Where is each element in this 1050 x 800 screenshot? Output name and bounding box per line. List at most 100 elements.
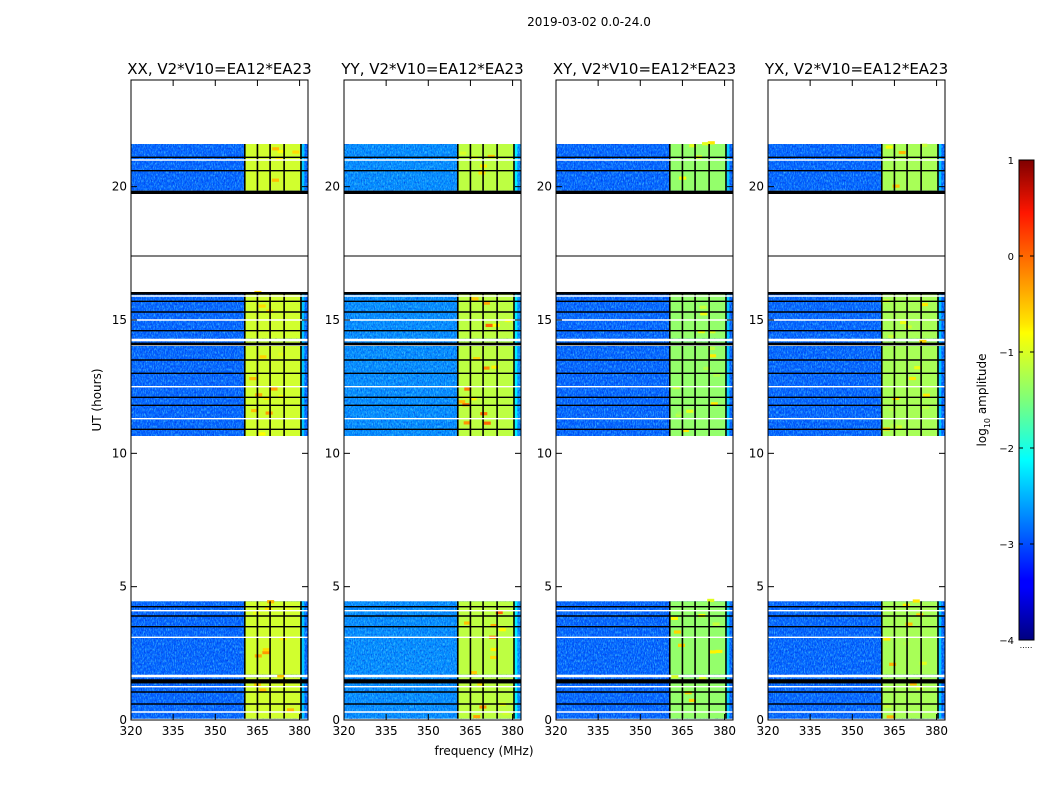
hot-spot bbox=[490, 647, 498, 652]
hot-spot bbox=[672, 385, 680, 390]
hot-spot bbox=[889, 407, 897, 412]
data-block bbox=[556, 292, 733, 339]
panel: XY, V2*V10=EA12*EA23 320 335 350 365 380 0 5 10 1… bbox=[537, 60, 736, 738]
y-tick-label: 15 bbox=[537, 313, 552, 327]
hot-spot bbox=[277, 674, 285, 678]
band-edge bbox=[300, 144, 305, 191]
flag-band bbox=[556, 292, 733, 295]
hot-spot bbox=[265, 411, 273, 415]
high-band-fill bbox=[881, 292, 938, 339]
x-tick-label: 320 bbox=[333, 724, 356, 738]
panel: YX, V2*V10=EA12*EA23 320 335 350 365 380 0 5 10 1… bbox=[749, 60, 948, 738]
band-edge bbox=[725, 292, 730, 339]
band-edge bbox=[725, 144, 730, 191]
y-tick-label: 10 bbox=[112, 446, 127, 460]
hot-spot bbox=[285, 607, 293, 611]
data-block bbox=[556, 341, 733, 436]
hot-spot bbox=[490, 624, 498, 628]
data-block bbox=[556, 141, 733, 191]
hot-spot bbox=[888, 334, 896, 339]
hot-spot bbox=[487, 154, 495, 159]
colorbar-tick-label: 1 bbox=[1008, 156, 1014, 167]
band-edge bbox=[300, 677, 305, 719]
band-edge bbox=[937, 292, 942, 339]
hot-spot bbox=[707, 141, 715, 145]
hot-spot bbox=[275, 157, 283, 161]
data-block bbox=[131, 144, 308, 191]
hot-spot bbox=[277, 149, 285, 154]
hot-spot bbox=[253, 611, 261, 615]
flag-band bbox=[131, 679, 308, 684]
y-tick-label: 20 bbox=[537, 180, 552, 194]
y-tick-label: 10 bbox=[749, 446, 764, 460]
hot-spot bbox=[483, 421, 491, 425]
y-tick-label: 15 bbox=[112, 313, 127, 327]
y-tick-label: 10 bbox=[325, 446, 340, 460]
hot-spot bbox=[459, 151, 467, 155]
hot-spot bbox=[892, 396, 900, 401]
hot-spot bbox=[473, 357, 481, 361]
hot-spot bbox=[458, 400, 466, 404]
data-block bbox=[768, 292, 945, 339]
band-edge bbox=[513, 292, 518, 339]
hot-spot bbox=[677, 643, 686, 647]
band-edge bbox=[300, 292, 305, 339]
x-tick-label: 335 bbox=[799, 724, 822, 738]
hot-spot bbox=[263, 396, 271, 400]
hot-spot bbox=[920, 143, 928, 147]
y-tick-label: 5 bbox=[119, 580, 127, 594]
hot-spot bbox=[251, 408, 259, 413]
hot-spot bbox=[249, 377, 257, 381]
hot-spot bbox=[908, 376, 916, 381]
hot-spot bbox=[922, 393, 930, 397]
x-tick-label: 365 bbox=[671, 724, 694, 738]
hot-spot bbox=[709, 650, 717, 654]
panel: XX, V2*V10=EA12*EA23 320 335 350 365 380 0 5 10 1… bbox=[112, 60, 312, 738]
hot-spot bbox=[670, 616, 679, 621]
hot-spot bbox=[469, 671, 477, 675]
hot-spot bbox=[885, 145, 893, 149]
panels: XX, V2*V10=EA12*EA23 320 335 350 365 380 0 5 10 1… bbox=[112, 60, 948, 738]
hot-spot bbox=[699, 305, 707, 309]
y-tick-label: 0 bbox=[544, 713, 552, 727]
y-axis-label: UT (hours) bbox=[90, 368, 104, 431]
panel-frame bbox=[555, 79, 734, 721]
hot-spot bbox=[264, 607, 272, 611]
x-tick-label: 350 bbox=[841, 724, 864, 738]
y-tick-label: 20 bbox=[325, 180, 340, 194]
hot-spot bbox=[697, 329, 705, 334]
flag-band bbox=[131, 190, 308, 194]
x-tick-label: 380 bbox=[288, 724, 311, 738]
band-edge bbox=[513, 341, 518, 436]
hot-spot bbox=[920, 302, 928, 307]
hot-spot bbox=[916, 686, 924, 690]
data-block bbox=[344, 144, 521, 191]
y-tick-label: 20 bbox=[112, 180, 127, 194]
flag-band bbox=[344, 342, 521, 346]
flag-band bbox=[768, 190, 945, 194]
hot-spot bbox=[914, 366, 922, 370]
hot-spot bbox=[895, 425, 903, 429]
hot-spot bbox=[916, 613, 924, 617]
hot-spot bbox=[464, 387, 472, 391]
hot-spot bbox=[469, 397, 477, 401]
hot-spot bbox=[673, 630, 681, 634]
high-band-fill bbox=[244, 292, 301, 339]
high-band-fill bbox=[457, 292, 514, 339]
x-tick-label: 365 bbox=[459, 724, 482, 738]
high-band-fill bbox=[244, 144, 301, 191]
x-axis-label: frequency (MHz) bbox=[434, 744, 533, 758]
band-edge bbox=[937, 677, 942, 719]
hot-spot bbox=[708, 330, 716, 334]
colorbar-tick-label: −4 bbox=[999, 636, 1014, 647]
panel-plot-area bbox=[556, 80, 733, 720]
x-tick-label: 350 bbox=[417, 724, 440, 738]
hot-spot bbox=[884, 704, 892, 708]
x-tick-label: 350 bbox=[629, 724, 652, 738]
hot-spot bbox=[712, 622, 720, 626]
hot-spot bbox=[471, 297, 479, 301]
panel: YY, V2*V10=EA12*EA23 320 335 350 365 380 0 5 10 1… bbox=[325, 60, 524, 738]
hot-spot bbox=[889, 662, 897, 666]
x-tick-label: 320 bbox=[545, 724, 568, 738]
hot-spot bbox=[671, 675, 679, 679]
